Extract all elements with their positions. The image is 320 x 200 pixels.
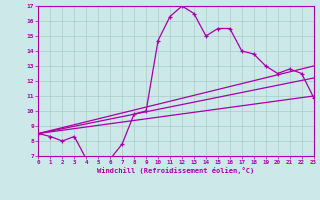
X-axis label: Windchill (Refroidissement éolien,°C): Windchill (Refroidissement éolien,°C)	[97, 167, 255, 174]
